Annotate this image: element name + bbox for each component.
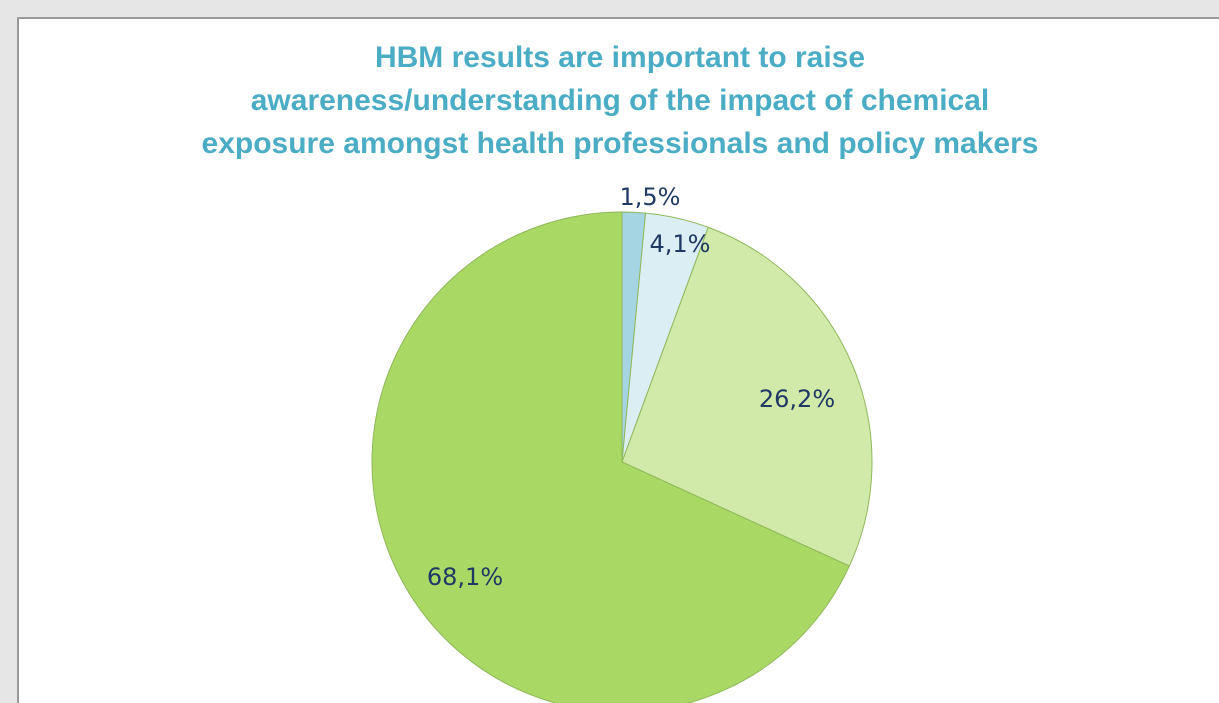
pie-slice [621,226,873,567]
chart-title: exposure amongst health professionals an… [202,127,1039,160]
data-label: 1,5% [620,183,681,211]
data-label: 68,1% [427,563,503,591]
pie-slice [371,211,850,703]
data-label: 4,1% [650,230,711,258]
chart-title: HBM results are important to raise [375,41,865,74]
data-label: 26,2% [759,385,835,413]
chart-title: awareness/understanding of the impact of… [251,84,990,117]
